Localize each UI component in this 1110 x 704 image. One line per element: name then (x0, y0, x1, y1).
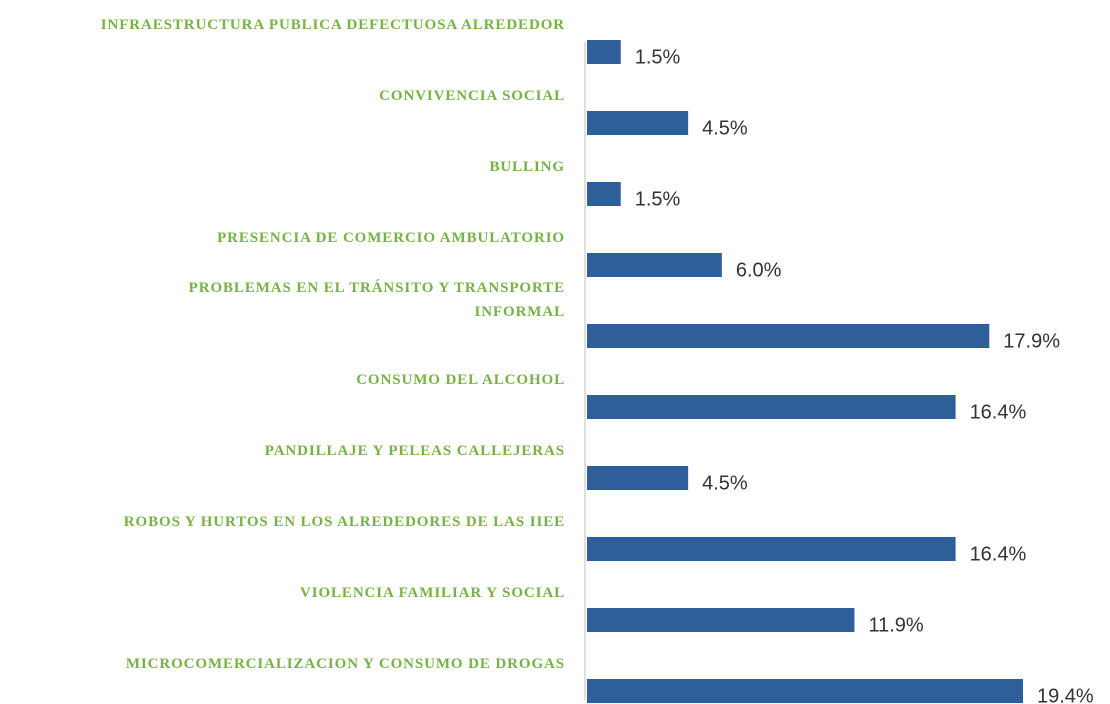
category-label: CONVIVENCIA SOCIAL (379, 88, 565, 104)
value-label: 16.4% (970, 543, 1027, 565)
category-label: CONSUMO DEL ALCOHOL (356, 372, 565, 388)
bar (587, 608, 855, 632)
bar (587, 679, 1023, 703)
value-label: 17.9% (1003, 330, 1060, 352)
value-label: 16.4% (970, 401, 1027, 423)
value-label: 4.5% (702, 117, 748, 139)
category-label: PRESENCIA DE COMERCIO AMBULATORIO (217, 230, 565, 246)
bar (587, 395, 956, 419)
value-label: 19.4% (1037, 685, 1094, 704)
bar (587, 253, 722, 277)
category-label: VIOLENCIA FAMILIAR Y SOCIAL (299, 585, 565, 601)
category-label: ROBOS Y HURTOS EN LOS ALREDEDORES DE LAS… (123, 514, 565, 530)
category-label: INFRAESTRUCTURA PUBLICA DEFECTUOSA ALRED… (100, 17, 565, 33)
category-label: PANDILLAJE Y PELEAS CALLEJERAS (264, 443, 565, 459)
category-label: MICROCOMERCIALIZACION Y CONSUMO DE DROGA… (125, 656, 565, 672)
bar (587, 324, 990, 348)
bar (587, 182, 621, 206)
category-label: PROBLEMAS EN EL TRÁNSITO Y TRANSPORTE IN… (188, 280, 565, 320)
bar (587, 111, 689, 135)
bar (587, 537, 956, 561)
value-label: 4.5% (702, 472, 748, 494)
category-label: BULLING (489, 159, 565, 175)
bar (587, 466, 689, 490)
value-label: 6.0% (736, 259, 782, 281)
value-label: 1.5% (635, 46, 681, 68)
value-label: 1.5% (635, 188, 681, 210)
value-label: 11.9% (868, 614, 923, 636)
bar (587, 40, 621, 64)
